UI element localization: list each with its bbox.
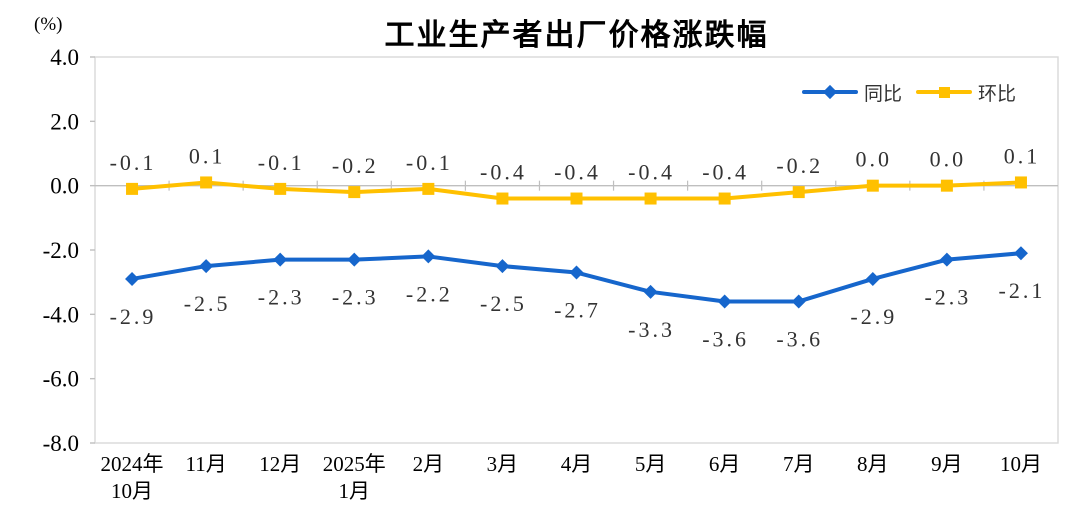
data-point-marker-mom bbox=[866, 179, 879, 192]
x-axis-category-label: 4月 bbox=[561, 452, 593, 476]
x-axis-category-label: 9月 bbox=[931, 452, 963, 476]
data-point-marker-mom bbox=[422, 182, 435, 195]
data-point-marker-yoy bbox=[125, 271, 140, 286]
data-label-yoy: -2.3 bbox=[924, 285, 971, 310]
y-axis-tick-label: -4.0 bbox=[43, 302, 79, 327]
data-label-mom: 0.0 bbox=[930, 147, 967, 172]
legend-item-yoy[interactable]: 同比 bbox=[802, 79, 902, 106]
x-axis-category-label: 11月 bbox=[185, 452, 226, 476]
data-label-yoy: -2.3 bbox=[332, 285, 379, 310]
y-axis-tick-label: -8.0 bbox=[43, 431, 79, 456]
data-point-marker-yoy bbox=[717, 294, 732, 309]
legend: 同比 环比 bbox=[802, 79, 1016, 106]
mom-line-square-marker-icon bbox=[916, 84, 973, 100]
y-axis-tick-label: 2.0 bbox=[50, 109, 79, 134]
yoy-line-diamond-marker-icon bbox=[802, 84, 858, 100]
data-point-marker-mom bbox=[200, 176, 213, 189]
data-label-mom: -0.2 bbox=[776, 153, 823, 178]
x-axis-category-label: 8月 bbox=[857, 452, 889, 476]
chart-title: 工业生产者出厂价格涨跌幅 bbox=[384, 19, 769, 52]
data-point-marker-mom bbox=[940, 179, 953, 192]
y-axis-unit-label: (%) bbox=[34, 14, 63, 35]
mom-legend-square bbox=[939, 87, 951, 98]
data-point-marker-mom bbox=[496, 192, 509, 205]
data-label-mom: -0.4 bbox=[702, 160, 749, 185]
data-point-marker-yoy bbox=[347, 252, 362, 267]
y-axis-tick-label: 0.0 bbox=[50, 174, 79, 199]
data-point-marker-yoy bbox=[495, 259, 510, 274]
data-label-yoy: -2.9 bbox=[850, 304, 897, 329]
data-point-marker-mom bbox=[348, 186, 361, 199]
data-label-mom: -0.4 bbox=[554, 160, 601, 185]
x-axis-category-label: 5月 bbox=[635, 452, 667, 476]
data-label-mom: 0.1 bbox=[1004, 143, 1041, 168]
data-point-marker-yoy bbox=[791, 294, 806, 309]
data-label-yoy: -3.6 bbox=[702, 326, 749, 351]
data-label-yoy: -2.7 bbox=[554, 298, 601, 323]
data-label-yoy: -2.3 bbox=[258, 285, 305, 310]
data-label-mom: -0.1 bbox=[258, 150, 305, 175]
data-point-marker-mom bbox=[718, 192, 731, 205]
data-point-marker-mom bbox=[1014, 176, 1027, 189]
data-point-marker-yoy bbox=[273, 252, 288, 267]
data-point-marker-yoy bbox=[1013, 246, 1028, 261]
data-point-marker-yoy bbox=[939, 252, 954, 267]
x-axis-category-label: 2月 bbox=[413, 452, 445, 476]
x-axis-category-label: 3月 bbox=[487, 452, 519, 476]
data-point-marker-mom bbox=[570, 192, 583, 205]
data-label-yoy: -2.9 bbox=[110, 304, 157, 329]
x-axis-category-label: 10月 bbox=[1000, 452, 1042, 476]
data-label-yoy: -3.6 bbox=[776, 326, 823, 351]
data-point-marker-yoy bbox=[865, 271, 880, 286]
data-label-yoy: -2.5 bbox=[480, 291, 527, 316]
data-label-mom: -0.2 bbox=[332, 153, 379, 178]
y-axis-tick-label: -6.0 bbox=[43, 367, 79, 392]
y-axis-tick-label: -2.0 bbox=[43, 238, 79, 263]
x-axis-category-label: 2025年 1月 bbox=[323, 452, 386, 503]
data-point-marker-yoy bbox=[569, 265, 584, 280]
data-point-marker-mom bbox=[274, 182, 287, 195]
data-point-marker-yoy bbox=[199, 259, 214, 274]
data-label-mom: -0.4 bbox=[480, 160, 527, 185]
data-label-yoy: -2.1 bbox=[999, 278, 1046, 303]
data-label-yoy: -2.5 bbox=[184, 291, 231, 316]
data-label-mom: -0.1 bbox=[406, 150, 453, 175]
legend-item-mom[interactable]: 环比 bbox=[916, 79, 1016, 106]
x-axis-category-label: 6月 bbox=[709, 452, 741, 476]
data-label-yoy: -3.3 bbox=[628, 317, 675, 342]
data-point-marker-yoy bbox=[421, 249, 436, 264]
data-point-marker-mom bbox=[792, 186, 805, 199]
legend-label-mom: 环比 bbox=[978, 83, 1017, 105]
x-axis-category-label: 12月 bbox=[259, 452, 301, 476]
data-label-mom: -0.1 bbox=[110, 150, 157, 175]
plot-border bbox=[94, 56, 1059, 444]
x-axis-category-label: 2024年 10月 bbox=[101, 452, 164, 503]
y-axis-tick-label: 4.0 bbox=[50, 45, 79, 70]
data-label-yoy: -2.2 bbox=[406, 281, 453, 306]
data-label-mom: 0.1 bbox=[189, 143, 226, 168]
data-point-marker-mom bbox=[644, 192, 657, 205]
x-axis-category-label: 7月 bbox=[783, 452, 815, 476]
data-label-mom: 0.0 bbox=[856, 147, 893, 172]
legend-label-yoy: 同比 bbox=[864, 83, 903, 105]
data-point-marker-yoy bbox=[643, 284, 658, 299]
data-label-mom: -0.4 bbox=[628, 160, 675, 185]
data-point-marker-mom bbox=[126, 182, 139, 195]
